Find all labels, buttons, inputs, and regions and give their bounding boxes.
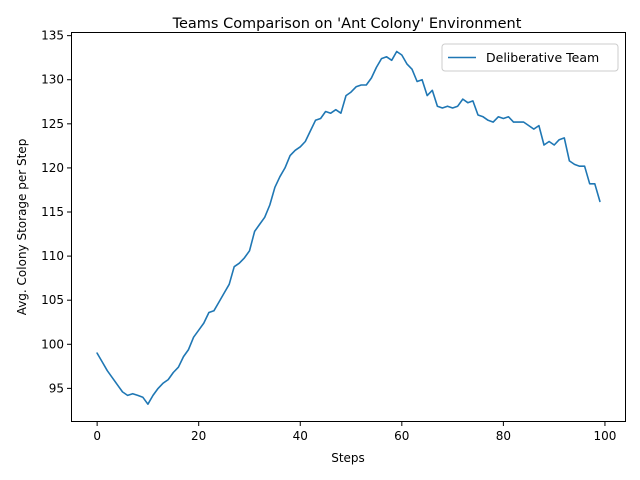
y-tick-label: 125 — [41, 117, 64, 131]
x-tick-label: 40 — [293, 429, 308, 443]
y-tick-label: 120 — [41, 161, 64, 175]
series-line-deliberative-team — [96, 50, 601, 406]
legend-entry-label: Deliberative Team — [486, 50, 599, 65]
y-tick-label: 95 — [49, 381, 64, 395]
plot-area-frame — [71, 32, 626, 422]
legend-box — [441, 43, 619, 72]
x-axis-label: Steps — [331, 451, 365, 465]
y-tick-label: 115 — [41, 205, 64, 219]
series-lines — [96, 50, 601, 406]
y-axis-label: Avg. Colony Storage per Step — [15, 139, 29, 316]
x-tick-label: 100 — [593, 429, 616, 443]
x-tick-label: 60 — [394, 429, 409, 443]
y-tick-label: 105 — [41, 293, 64, 307]
legend: Deliberative Team — [441, 43, 619, 72]
chart-title: Teams Comparison on 'Ant Colony' Environ… — [172, 16, 522, 32]
y-tick-label: 135 — [41, 29, 64, 43]
axis-ticks: 0 20 40 60 80 100 95 100 105 110 115 120 125 130 135 — [41, 29, 616, 443]
x-tick-label: 0 — [93, 429, 101, 443]
y-tick-label: 110 — [41, 249, 64, 263]
x-tick-label: 20 — [191, 429, 206, 443]
y-tick-label: 100 — [41, 337, 64, 351]
x-tick-label: 80 — [496, 429, 511, 443]
y-tick-label: 130 — [41, 73, 64, 87]
